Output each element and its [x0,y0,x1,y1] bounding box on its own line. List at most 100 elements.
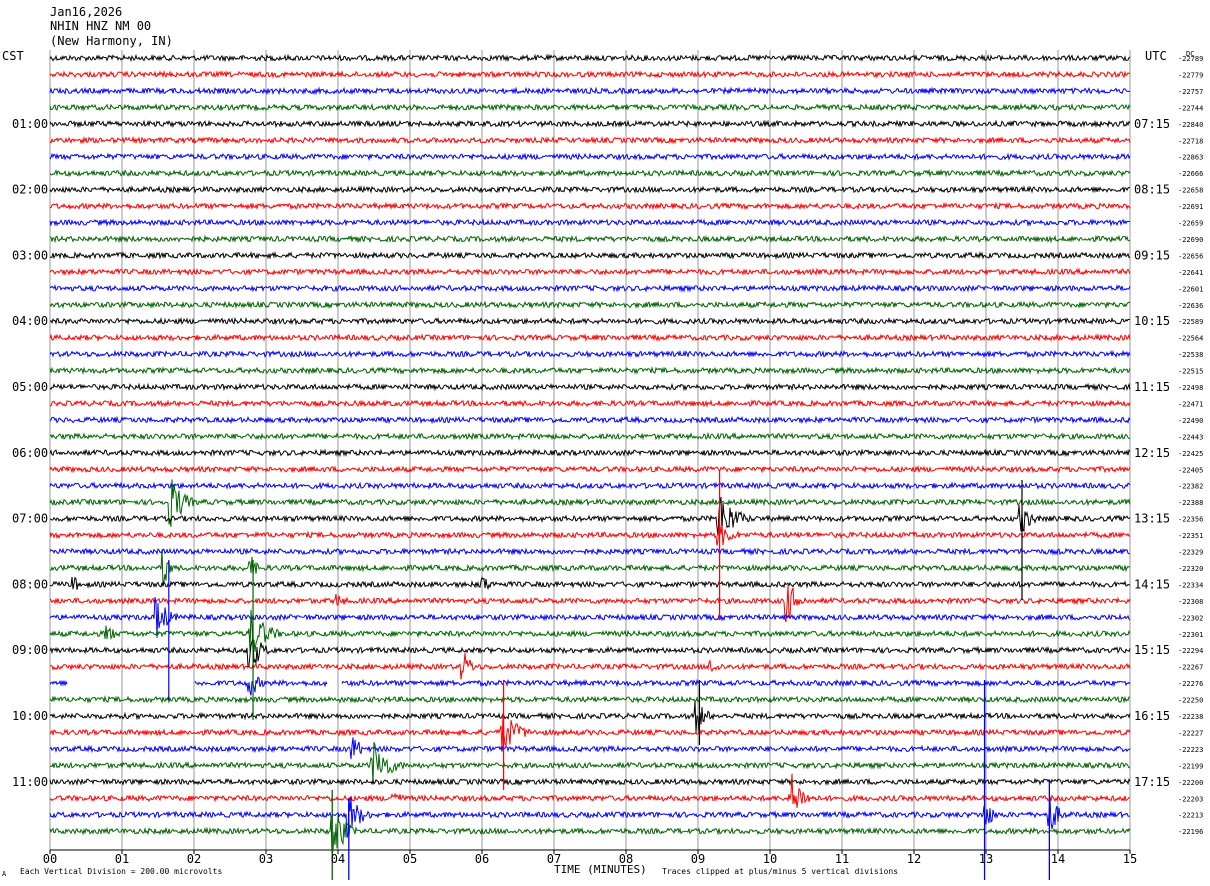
dc-offset-label: -22301 [1178,631,1203,639]
trace-row-6 [49,152,1131,162]
dc-offset-label: -22213 [1178,812,1203,820]
right-hour-label: 16:15 [1134,709,1170,723]
right-hour-label: 09:15 [1134,248,1170,262]
spike-layer [168,470,1051,880]
x-tick-label: 09 [691,852,705,866]
trace-row-18 [49,349,1131,359]
trace-row-10 [49,218,1131,227]
dc-offset-label: -22223 [1178,746,1203,754]
right-timezone-label: UTC [1145,49,1167,63]
dc-offset-label: -22789 [1178,55,1203,63]
left-hour-label: 05:00 [12,380,48,394]
x-tick-label: 10 [763,852,777,866]
trace-row-24 [49,448,1131,458]
dc-offset-label: -22250 [1178,697,1203,705]
dc-offset-label: -22471 [1178,400,1203,408]
dc-offset-label: -22564 [1178,335,1203,343]
trace-row-44 [49,777,1131,787]
right-hour-label: 15:15 [1134,643,1170,657]
trace-row-28 [49,496,1131,536]
trace-row-3 [49,102,1131,112]
trace-row-35 [49,609,1131,652]
dc-offset-label: -22659 [1178,220,1203,228]
x-tick-label: 15 [1123,852,1137,866]
right-hour-label: 07:15 [1134,117,1170,131]
dc-offset-label: -22199 [1178,762,1203,770]
header-location: (New Harmony, IN) [50,34,173,48]
trace-row-46 [49,797,1131,838]
left-hour-label: 06:00 [12,446,48,460]
x-tick-label: 03 [259,852,273,866]
trace-row-47 [49,814,1131,855]
dc-offset-label: -22690 [1178,236,1203,244]
trace-row-0 [49,53,1131,63]
dc-offset-label: -22200 [1178,779,1203,787]
trace-row-43 [50,741,1131,784]
trace-row-45 [49,773,1131,808]
dc-offset-label: -22351 [1178,532,1203,540]
trace-row-1 [49,69,1131,79]
x-tick-label: 12 [907,852,921,866]
trace-row-21 [49,399,1131,408]
trace-row-38 [49,676,1131,696]
trace-row-5 [49,135,1131,145]
dc-offset-label: -22405 [1178,466,1203,474]
label-layer: 00 01 02 03 04 05 06 07 08 09 10 11 12 13 14 15 -22789 -2… [12,55,1203,866]
dc-offset-label: -22267 [1178,664,1203,672]
dc-offset-label: -22302 [1178,614,1203,622]
trace-row-2 [49,86,1131,96]
right-hour-label: 17:15 [1134,775,1170,789]
trace-row-37 [49,653,1131,680]
trace-row-29 [49,522,1131,546]
x-tick-label: 00 [43,852,57,866]
x-tick-label: 05 [403,852,417,866]
trace-row-13 [49,267,1131,277]
right-hour-label: 08:15 [1134,183,1170,197]
dc-offset-label: -22196 [1178,828,1203,836]
trace-row-17 [49,333,1131,343]
dc-offset-label: -22308 [1178,598,1203,606]
trace-row-39 [49,695,1131,704]
dc-offset-label: -22658 [1178,187,1203,195]
right-hour-label: 10:15 [1134,314,1170,328]
dc-offset-label: -22718 [1178,137,1203,145]
corner-mark: A [2,870,7,878]
left-timezone-label: CST [2,49,24,63]
trace-layer [49,53,1131,855]
trace-row-31 [49,549,1131,586]
dc-offset-label: -22238 [1178,713,1203,721]
x-tick-label: 02 [187,852,201,866]
trace-row-16 [49,316,1131,326]
trace-row-41 [49,713,1131,752]
trace-row-27 [49,479,1131,527]
x-tick-label: 07 [547,852,561,866]
header-date: Jan16,2026 [50,5,122,19]
dc-offset-label: -22227 [1178,729,1203,737]
left-hour-label: 03:00 [12,248,48,262]
dc-offset-label: -22356 [1178,516,1203,524]
trace-row-11 [49,234,1131,244]
trace-row-26 [49,481,1131,491]
right-hour-label: 11:15 [1134,380,1170,394]
left-hour-label: 09:00 [12,643,48,657]
dc-offset-label: -22443 [1178,433,1203,441]
trace-row-25 [49,464,1131,474]
trace-row-34 [49,597,1131,638]
scale-note: Each Vertical Division = 200.00 microvol… [20,867,222,876]
trace-row-33 [49,585,1131,623]
x-tick-label: 08 [619,852,633,866]
dc-offset-label: -22601 [1178,285,1203,293]
trace-row-4 [49,119,1131,129]
trace-row-9 [49,201,1131,211]
left-hour-label: 04:00 [12,314,48,328]
dc-offset-label: -22320 [1178,565,1203,573]
left-hour-label: 02:00 [12,183,48,197]
dc-offset-label: -22538 [1178,351,1203,359]
dc-offset-label: -22744 [1178,104,1203,112]
left-hour-label: 10:00 [12,709,48,723]
trace-row-14 [49,283,1131,293]
dc-offset-label: -22691 [1178,203,1203,211]
trace-row-42 [49,737,1131,760]
trace-row-30 [49,547,1131,556]
